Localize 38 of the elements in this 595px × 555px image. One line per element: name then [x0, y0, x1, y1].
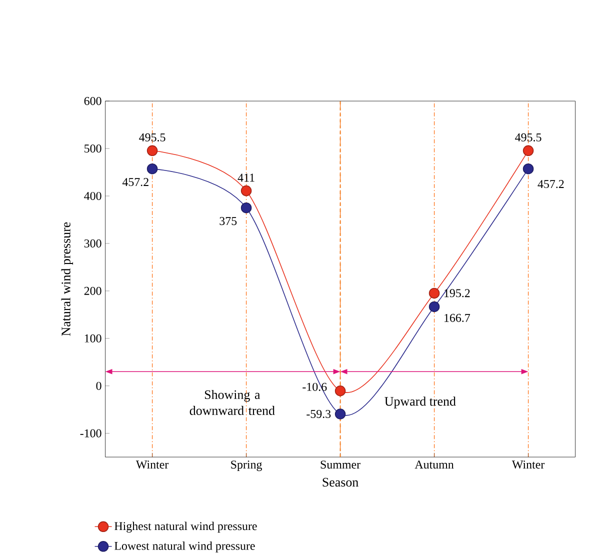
data-label: 457.2 [122, 178, 148, 186]
point [240, 202, 252, 214]
data-label: -59.3 [306, 410, 331, 418]
y-tick-label: 300 [84, 239, 102, 248]
y-tick-label: 0 [96, 382, 102, 390]
x-tick-label: Summer [320, 460, 360, 468]
point [428, 288, 440, 298]
point [522, 145, 534, 156]
point [146, 145, 158, 156]
point [240, 185, 252, 196]
annotation: Showing a downward trend [190, 390, 275, 415]
y-tick-label: 500 [84, 144, 102, 152]
y-tick-label: 400 [84, 192, 102, 200]
y-tick-label: -100 [80, 429, 102, 438]
y-tick-label: 600 [84, 96, 102, 105]
data-label: 166.7 [444, 314, 470, 322]
point [522, 163, 534, 174]
legend-label: Lowest natural wind pressure [114, 541, 255, 552]
point [146, 163, 158, 174]
x-tick-label: Autumn [414, 460, 454, 468]
data-label: 495.5 [139, 133, 166, 142]
y-tick-label: 200 [84, 286, 102, 295]
point [428, 301, 440, 312]
point [334, 385, 346, 396]
x-axis-title: Season [322, 478, 358, 486]
point [334, 408, 346, 420]
annotation: Upward trend [384, 396, 456, 408]
x-tick-label: Winter [136, 460, 169, 469]
data-label: 495.5 [515, 133, 542, 142]
data-label: 411 [238, 174, 254, 182]
y-axis-title: Natural wind pressure [61, 222, 73, 336]
legend-label: Highest natural wind pressure [114, 522, 257, 532]
data-label: 375 [220, 216, 237, 225]
x-tick-label: Winter [512, 460, 545, 469]
x-tick-label: Spring [231, 460, 262, 471]
data-label: 195.2 [444, 289, 470, 298]
data-label: 457.2 [538, 180, 564, 188]
y-tick-label: 100 [84, 334, 102, 342]
